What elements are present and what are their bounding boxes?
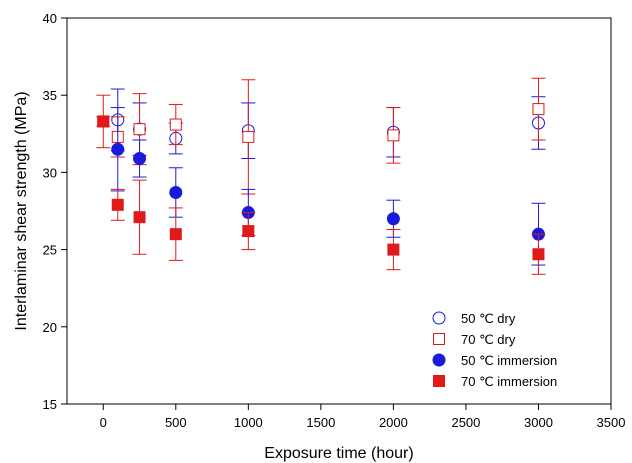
x-tick-label: 2000 bbox=[379, 415, 408, 430]
legend-marker bbox=[432, 353, 446, 367]
series-layer bbox=[96, 77, 546, 275]
x-tick-label: 2500 bbox=[451, 415, 480, 430]
data-point bbox=[242, 225, 255, 238]
data-point bbox=[242, 130, 255, 143]
data-point bbox=[111, 198, 124, 211]
legend-label: 50 ℃ dry bbox=[461, 311, 516, 326]
legend-label: 70 ℃ dry bbox=[461, 332, 516, 347]
data-point bbox=[97, 115, 110, 128]
x-tick-label: 1500 bbox=[306, 415, 335, 430]
data-point bbox=[169, 228, 182, 241]
legend-marker bbox=[432, 311, 446, 325]
x-tick-label: 3500 bbox=[597, 415, 626, 430]
legend-label: 50 ℃ immersion bbox=[461, 353, 557, 368]
data-point bbox=[387, 129, 400, 142]
plot-area bbox=[66, 17, 612, 405]
x-tick-label: 500 bbox=[165, 415, 187, 430]
legend-marker bbox=[433, 375, 445, 387]
legend-item: 50 ℃ dry bbox=[432, 311, 516, 326]
legend-item: 70 ℃ immersion bbox=[433, 374, 557, 389]
x-tick-label: 0 bbox=[100, 415, 107, 430]
y-tick-label: 40 bbox=[43, 11, 57, 26]
x-axis: 0 500 1000 1500 2000 2500 3000 3500 bbox=[100, 404, 626, 430]
y-tick-label: 15 bbox=[43, 397, 57, 412]
legend-label: 70 ℃ immersion bbox=[461, 374, 557, 389]
y-tick-label: 30 bbox=[43, 165, 57, 180]
data-point bbox=[169, 185, 183, 199]
data-point bbox=[111, 142, 125, 156]
data-point bbox=[133, 152, 147, 166]
y-tick-label: 35 bbox=[43, 88, 57, 103]
plot-frame bbox=[66, 17, 612, 405]
y-axis: 15 20 25 30 35 40 bbox=[43, 11, 67, 412]
data-point bbox=[133, 211, 146, 224]
y-tick-label: 25 bbox=[43, 243, 57, 258]
data-point bbox=[532, 103, 545, 116]
legend-item: 50 ℃ immersion bbox=[432, 353, 557, 368]
y-axis-title: Interlaminar shear strength (MPa) bbox=[13, 91, 30, 330]
data-point bbox=[532, 248, 545, 261]
data-point bbox=[169, 118, 182, 131]
series-2 bbox=[96, 77, 546, 195]
x-tick-label: 3000 bbox=[524, 415, 553, 430]
legend: 50 ℃ dry 70 ℃ dry 50 ℃ immersion 70 ℃ immer… bbox=[432, 311, 557, 389]
data-point bbox=[387, 243, 400, 256]
data-point bbox=[133, 123, 146, 136]
legend-item: 70 ℃ dry bbox=[433, 332, 516, 347]
data-point bbox=[386, 212, 400, 226]
x-axis-title: Exposure time (hour) bbox=[264, 445, 413, 462]
legend-marker bbox=[433, 333, 445, 345]
x-tick-label: 1000 bbox=[234, 415, 263, 430]
series-4 bbox=[96, 115, 546, 275]
y-tick-label: 20 bbox=[43, 320, 57, 335]
